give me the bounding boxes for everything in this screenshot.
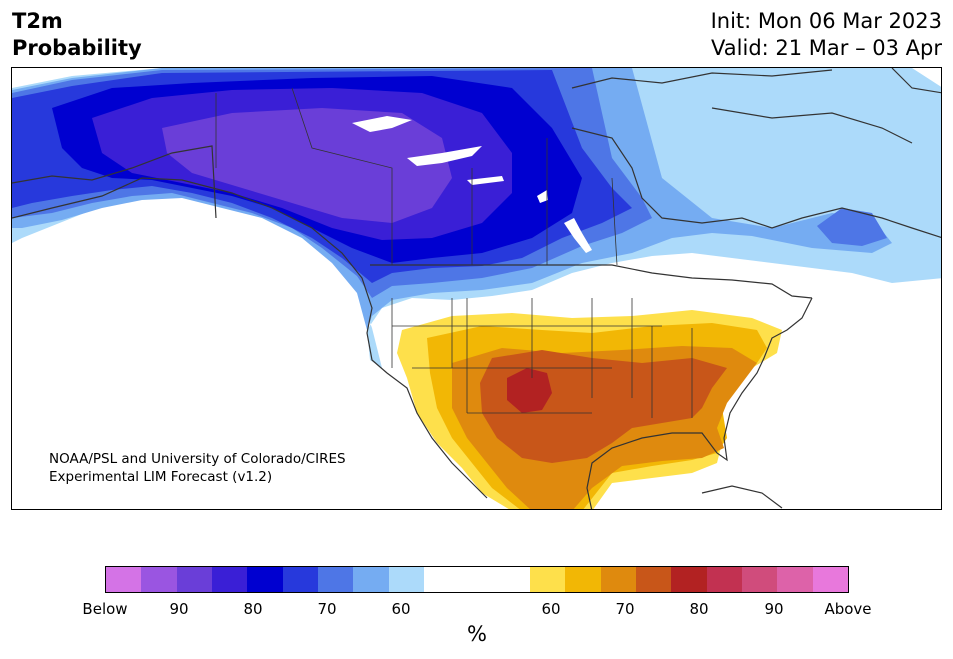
- map-panel: [11, 67, 942, 510]
- athabasca-lake: [467, 176, 504, 185]
- west-coastline: [12, 177, 488, 499]
- below-strongest-region: [162, 108, 452, 223]
- hudson-bay-coast: [571, 127, 941, 238]
- credit-text: NOAA/PSL and University of Colorado/CIRE…: [49, 450, 346, 486]
- colorbar-swatch: [423, 567, 530, 592]
- init-date: Init: Mon 06 Mar 2023: [710, 9, 942, 33]
- colorbar-swatch: [282, 567, 318, 592]
- boundaries: [12, 68, 941, 509]
- colorbar-swatch: [565, 567, 601, 592]
- colorbar-tick-label: 90: [764, 600, 784, 618]
- alaska-outline: [12, 145, 217, 219]
- colorbar-swatch: [106, 567, 142, 592]
- canada-us-border: [370, 264, 813, 299]
- colorbar-tick-label: Above: [824, 600, 872, 618]
- cuba-outline: [701, 485, 783, 509]
- colorbar-swatch: [600, 567, 636, 592]
- colorbar-swatch: [671, 567, 707, 592]
- colorbar-swatch: [211, 567, 248, 592]
- great-lakes: [627, 278, 772, 318]
- title-type: Probability: [12, 36, 142, 60]
- great-slave-lake: [407, 146, 482, 166]
- colorbar-tick-label: 60: [391, 600, 411, 618]
- colorbar-swatch: [777, 567, 813, 592]
- colorbar-swatch: [812, 567, 848, 592]
- colorbar-swatch: [388, 567, 424, 592]
- credit-line-1: NOAA/PSL and University of Colorado/CIRE…: [49, 451, 346, 467]
- colorbar-swatch: [706, 567, 742, 592]
- colorbar-tick-label: 70: [615, 600, 635, 618]
- title-variable: T2m: [12, 9, 63, 33]
- colorbar-tick-label: 80: [243, 600, 263, 618]
- great-bear-lake: [352, 116, 412, 132]
- forecast-dates: Init: Mon 06 Mar 2023 Valid: 21 Mar – 03…: [711, 8, 942, 62]
- below-60-east: [817, 208, 887, 246]
- colorbar-swatch: [529, 567, 566, 592]
- colorbar-swatch: [247, 567, 283, 592]
- probability-map: [12, 68, 941, 509]
- colorbar-swatch: [317, 567, 354, 592]
- colorbar-tick-label: 60: [541, 600, 561, 618]
- colorbar-swatch: [741, 567, 778, 592]
- colorbar-tick-label: 80: [689, 600, 709, 618]
- lake-winnipeg: [564, 218, 592, 253]
- colorbar-swatch: [353, 567, 389, 592]
- greenland-edge: [891, 68, 941, 94]
- colorbar-swatch: [176, 567, 212, 592]
- colorbar-tick-label: Below: [82, 600, 128, 618]
- above-75-region: [507, 368, 552, 413]
- colorbar-swatch: [635, 567, 672, 592]
- provincial-lines: [215, 87, 618, 266]
- colorbar: [105, 566, 849, 593]
- colorbar-tick-label: 90: [169, 600, 189, 618]
- colorbar-tick-label: 70: [317, 600, 337, 618]
- colorbar-swatch: [141, 567, 177, 592]
- colorbar-unit: %: [467, 622, 487, 646]
- reindeer-lake: [537, 190, 548, 203]
- arctic-islands: [571, 69, 913, 144]
- east-coastline: [586, 297, 813, 509]
- valid-range: Valid: 21 Mar – 03 Apr: [711, 36, 942, 60]
- credit-line-2: Experimental LIM Forecast (v1.2): [49, 469, 273, 485]
- state-lines: [391, 298, 693, 418]
- map-title: T2m Probability: [12, 8, 142, 62]
